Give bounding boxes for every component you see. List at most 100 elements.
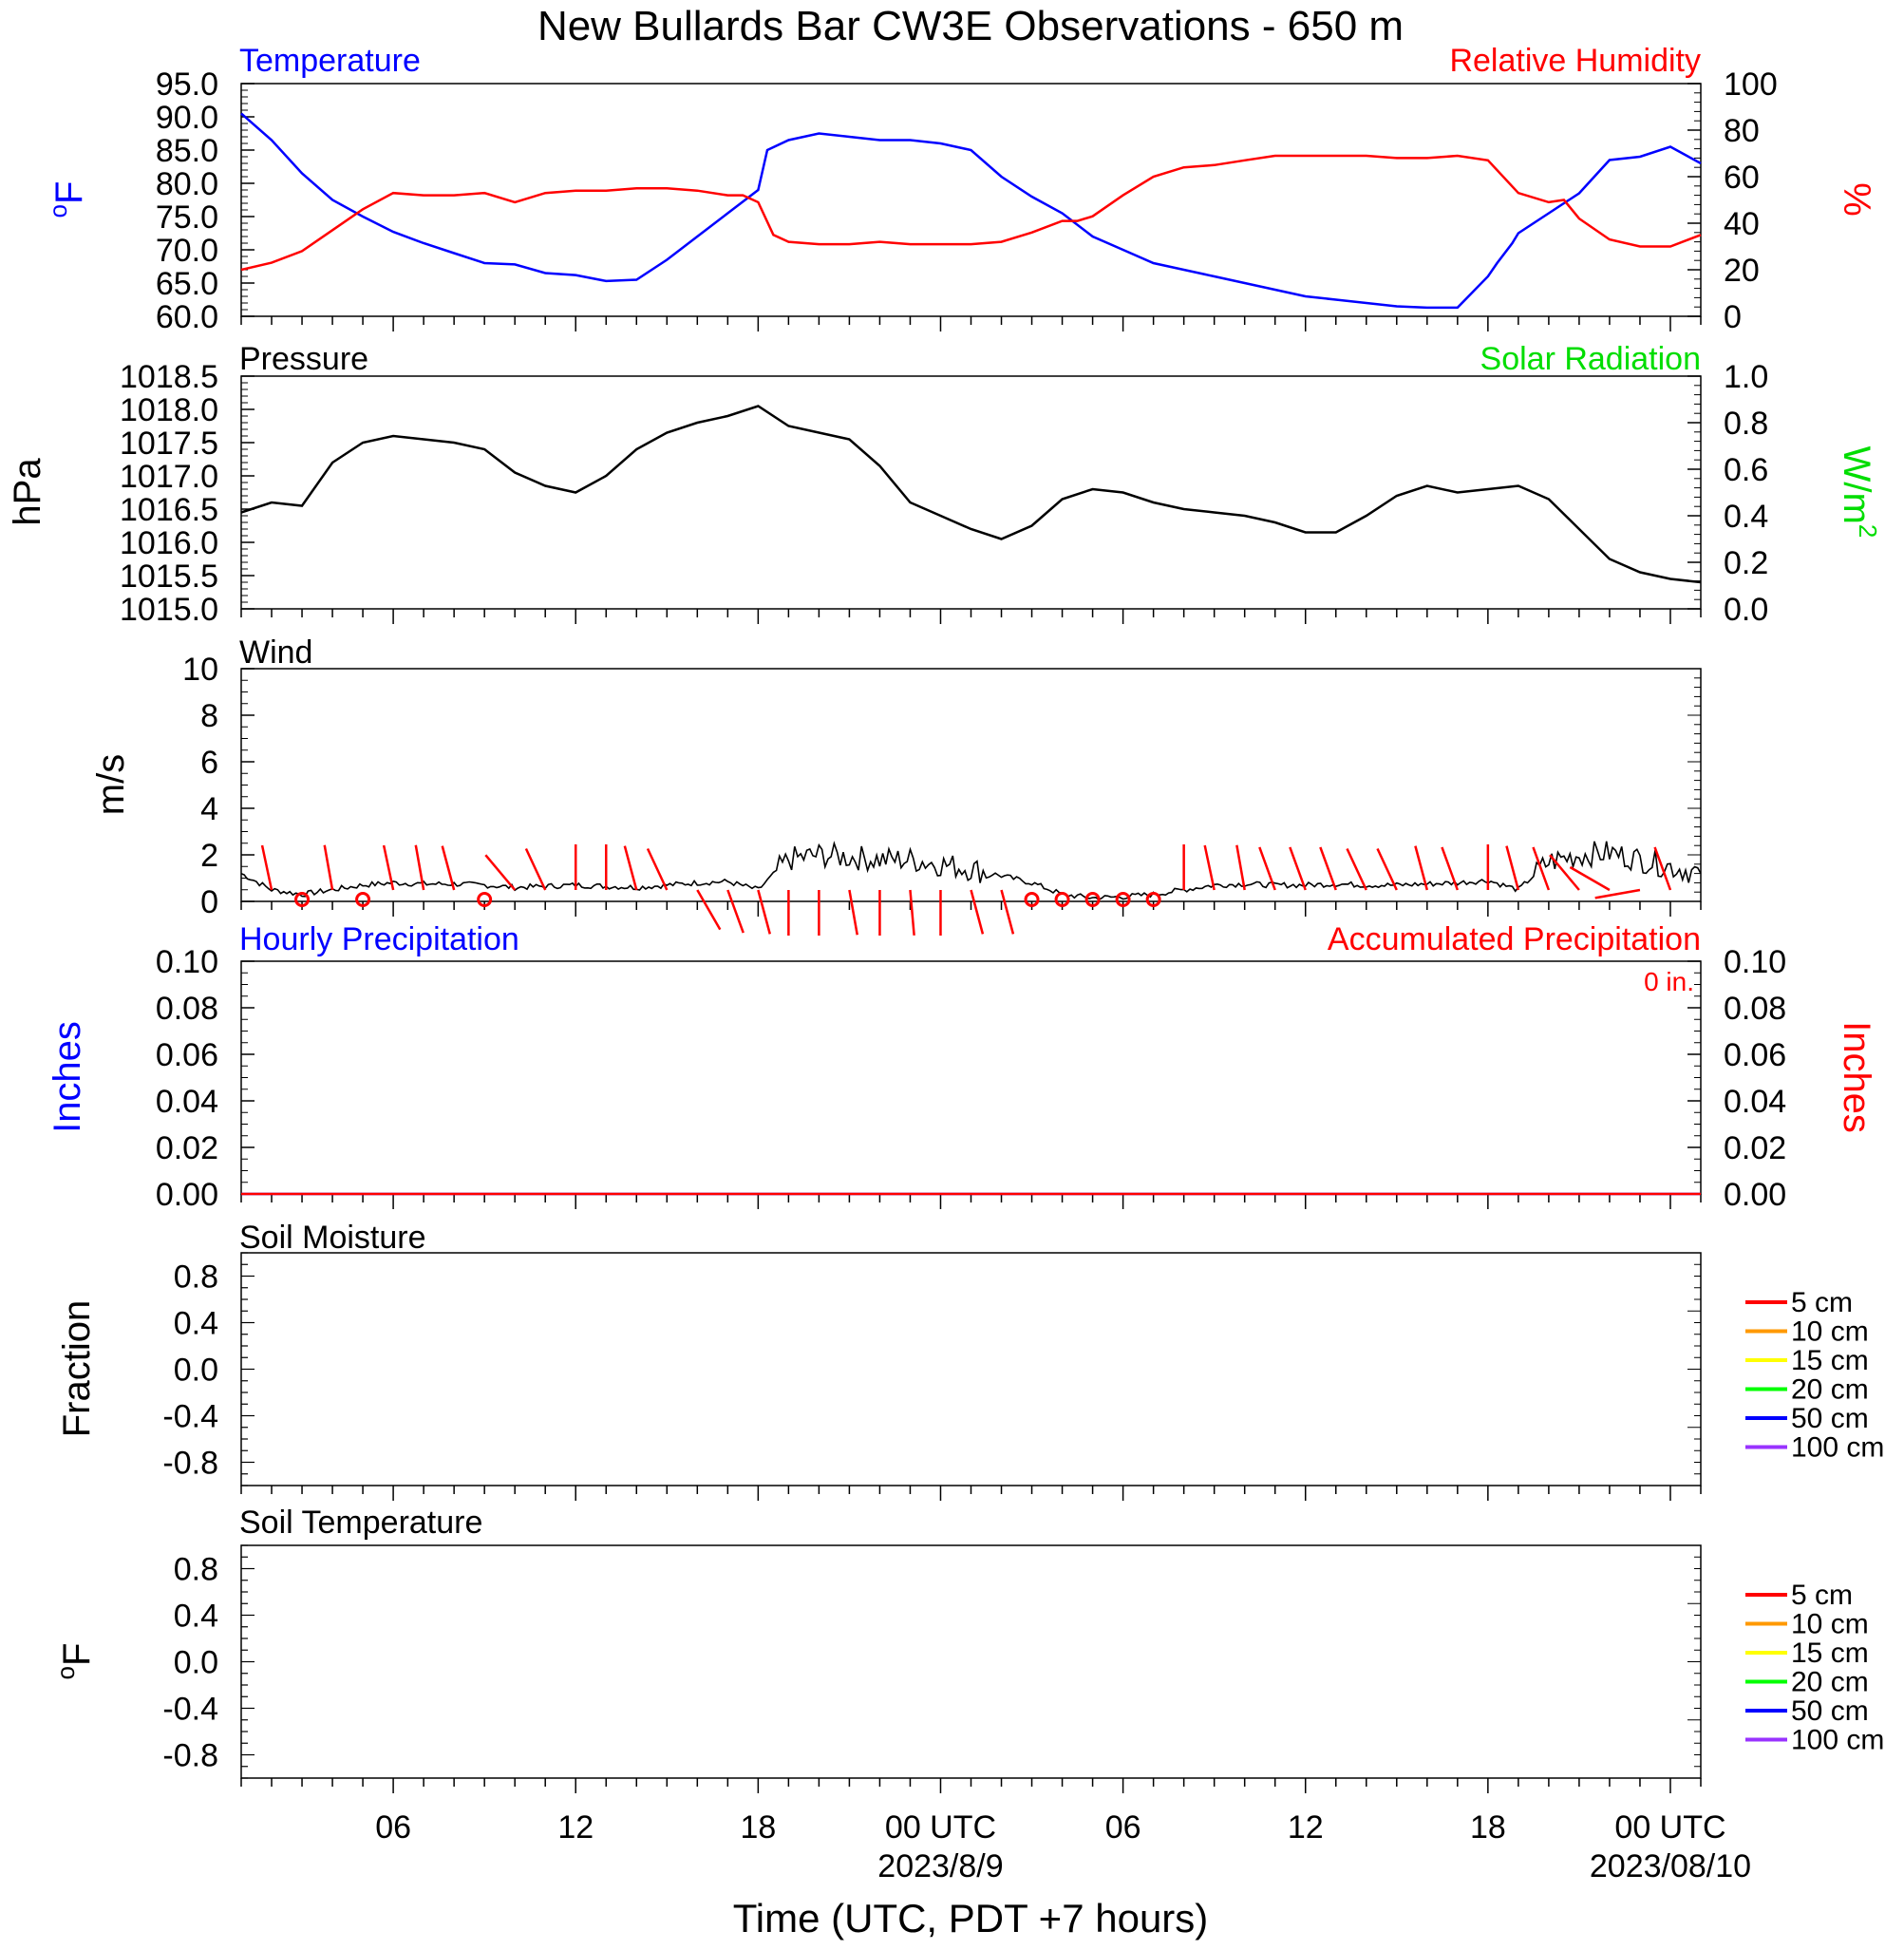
wind-barb <box>1532 846 1551 891</box>
panel-soil-moisture: Soil Moisture 0.8 0.4 0.0 -0.4 -0.8 Fraction… <box>56 1220 1884 1501</box>
y-tick-label: 6 <box>200 745 218 781</box>
accum-precip-title: Accumulated Precipitation <box>1328 921 1701 957</box>
calm-wind-marker <box>355 892 371 907</box>
y-tick-label: 8 <box>200 698 218 734</box>
x-tick-label: 00 UTC <box>1614 1809 1725 1846</box>
calm-wind-marker <box>1054 892 1070 907</box>
wind-x-ticks <box>240 901 1702 917</box>
y-tick-label: 60 <box>1724 160 1760 196</box>
y-tick-label: 85.0 <box>156 133 218 169</box>
page-title: New Bullards Bar CW3E Observations - 650… <box>537 3 1404 49</box>
legend-label: 15 cm <box>1791 1345 1869 1376</box>
soil-moisture-title: Soil Moisture <box>239 1220 426 1256</box>
soil-temp-unit-degree: o <box>51 1666 80 1679</box>
y-tick-label: 0.4 <box>174 1599 218 1635</box>
solar-right-axis: 1.0 0.8 0.6 0.4 0.2 0.0 <box>1687 359 1768 628</box>
wind-barb <box>1235 844 1246 891</box>
y-tick-label: 1017.0 <box>120 459 218 495</box>
y-tick-label: 75.0 <box>156 199 218 236</box>
wind-barb <box>909 889 915 936</box>
wind-barb <box>382 844 395 891</box>
y-tick-label: 0.0 <box>174 1353 218 1389</box>
wind-barb <box>260 844 273 891</box>
y-tick-label: 0.8 <box>174 1552 218 1588</box>
humidity-title: Relative Humidity <box>1449 43 1701 79</box>
y-tick-label: 1016.5 <box>120 492 218 528</box>
calm-wind-marker <box>1115 892 1131 907</box>
soil-temp-right-ticks <box>1687 1544 1701 1779</box>
soil-moisture-x-ticks <box>240 1486 1702 1501</box>
soil-temp-title: Soil Temperature <box>239 1505 482 1541</box>
soil-temp-plot-frame <box>240 1544 1702 1779</box>
temp-unit-label: oF <box>44 181 90 218</box>
x-axis-tick-labels: 06 12 18 00 UTC 06 12 18 00 UTC <box>375 1809 1725 1846</box>
pressure-left-axis: 1018.51018.01017.51017.01016.51016.01015… <box>120 359 254 628</box>
wind-barb <box>1505 845 1520 891</box>
y-tick-label: 0.04 <box>1724 1084 1786 1120</box>
temperature-title: Temperature <box>239 43 421 79</box>
wind-speed-series-line <box>240 841 1702 901</box>
solar-unit-label: W/m2 <box>1836 446 1882 539</box>
y-tick-label: 0.02 <box>1724 1130 1786 1166</box>
x-tick-label: 06 <box>375 1809 411 1846</box>
y-tick-label: 1015.0 <box>120 592 218 628</box>
wind-barb <box>1594 888 1641 899</box>
legend-label: 20 cm <box>1791 1667 1869 1698</box>
temperature-series-line <box>240 112 1702 310</box>
wind-plot-frame <box>240 668 1702 902</box>
pressure-unit-label: hPa <box>7 458 48 526</box>
y-tick-label: 0.04 <box>156 1084 218 1120</box>
y-tick-label: 20 <box>1724 253 1760 289</box>
wind-barb <box>726 889 745 934</box>
calm-wind-marker <box>477 892 493 907</box>
solar-title: Solar Radiation <box>1480 341 1701 377</box>
y-tick-label: 60.0 <box>156 299 218 335</box>
calm-wind-marker <box>1084 892 1101 907</box>
hourly-precip-left-axis: 0.10 0.08 0.06 0.04 0.02 0.00 <box>156 944 254 1213</box>
x-tick-label: 18 <box>1470 1809 1506 1846</box>
y-tick-label: 4 <box>200 791 218 827</box>
wind-barb <box>1258 846 1276 891</box>
humidity-series-line <box>240 154 1702 272</box>
wind-title: Wind <box>239 634 312 671</box>
panel-soil-temperature: Soil Temperature 0.8 0.4 0.0 -0.4 -0.8 oF 5 … <box>51 1505 1884 1793</box>
wind-barb <box>484 854 517 891</box>
humidity-right-axis: 100 80 60 40 20 0 <box>1687 66 1778 335</box>
y-tick-label: 1.0 <box>1724 359 1768 395</box>
hourly-precip-title: Hourly Precipitation <box>239 921 519 957</box>
y-tick-label: 0.10 <box>156 944 218 980</box>
wind-barb <box>1289 846 1307 891</box>
y-tick-label: 80.0 <box>156 166 218 202</box>
pressure-title: Pressure <box>239 341 368 377</box>
pressure-plot-frame <box>240 375 1702 610</box>
wind-barbs <box>260 844 1672 936</box>
legend-label: 20 cm <box>1791 1374 1869 1406</box>
y-tick-label: 1018.0 <box>120 392 218 428</box>
wind-barb <box>757 889 771 935</box>
soil-temp-x-ticks <box>240 1778 1702 1793</box>
x-tick-label: 12 <box>557 1809 594 1846</box>
wind-barb <box>1319 846 1337 891</box>
soil-temp-left-axis: 0.8 0.4 0.0 -0.4 -0.8 <box>162 1544 254 1779</box>
legend-label: 100 cm <box>1791 1432 1884 1464</box>
y-tick-label: 0.06 <box>1724 1037 1786 1073</box>
y-tick-label: 0.08 <box>1724 991 1786 1027</box>
y-tick-label: 100 <box>1724 66 1778 103</box>
y-tick-label: 0.06 <box>156 1037 218 1073</box>
y-tick-label: 0.0 <box>1724 592 1768 628</box>
pressure-x-ticks <box>240 609 1702 624</box>
wind-barb <box>1000 889 1015 935</box>
y-tick-label: 10 <box>182 652 218 688</box>
temp-unit-letter: F <box>48 181 90 204</box>
y-tick-label: 0.00 <box>156 1177 218 1213</box>
pressure-series-line <box>240 405 1702 584</box>
panel-temperature-humidity: Temperature Relative Humidity 95.090.085… <box>44 43 1877 335</box>
wind-barb <box>848 889 858 936</box>
legend-label: 5 cm <box>1791 1580 1853 1611</box>
temp-x-ticks <box>240 316 1702 331</box>
accum-precip-total: 0 in. <box>1644 967 1694 996</box>
wind-barb <box>1653 846 1672 891</box>
accum-precip-right-axis: 0.10 0.08 0.06 0.04 0.02 0.00 <box>1687 944 1786 1213</box>
